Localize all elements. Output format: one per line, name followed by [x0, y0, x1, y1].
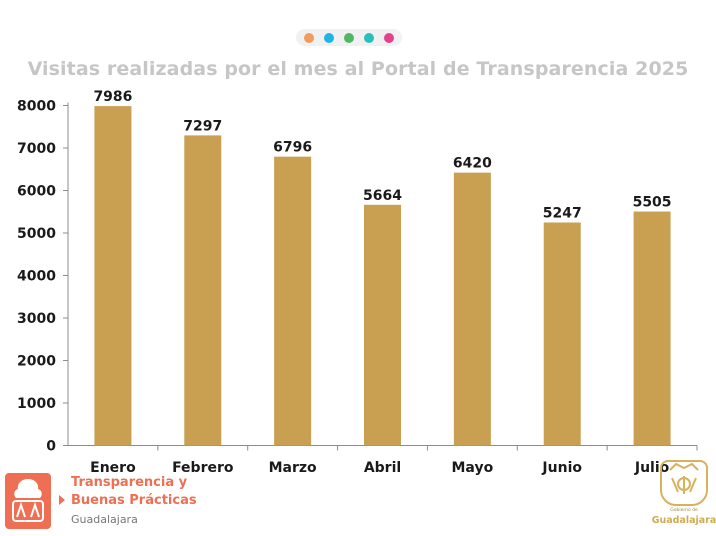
bar	[364, 204, 401, 446]
y-tick-label: 3000	[17, 311, 56, 327]
bar	[453, 172, 491, 446]
color-dots-decoration	[296, 29, 402, 46]
bar	[543, 222, 581, 446]
y-tick-label: 1000	[17, 396, 56, 412]
bar	[184, 135, 222, 446]
chart-title: Visitas realizadas por el mes al Portal …	[27, 58, 689, 80]
transparencia-brand: Transparencia y Buenas Prácticas Guadala…	[5, 473, 245, 531]
data-label: 7986	[93, 89, 132, 105]
seal-name-text: Guadalajara	[651, 515, 716, 526]
y-tick-label: 8000	[17, 99, 56, 115]
dot-pink	[384, 32, 394, 43]
gobierno-guadalajara-seal: Gobierno de Guadalajara	[652, 460, 716, 530]
y-tick-label: 7000	[17, 141, 56, 157]
brand-arrow-icon	[59, 495, 65, 505]
dot-teal	[364, 32, 374, 43]
brand-line-2: Buenas Prácticas	[71, 493, 197, 508]
bar	[274, 156, 312, 446]
x-tick-label: Febrero	[172, 460, 234, 476]
seal-small-text: Gobierno de	[670, 508, 698, 513]
transparencia-logo-icon	[5, 473, 51, 529]
y-tick-label: 2000	[17, 354, 56, 370]
dot-green	[344, 32, 354, 43]
bar	[633, 211, 671, 446]
x-tick-label: Junio	[541, 460, 582, 476]
bar	[94, 106, 132, 446]
data-label: 5505	[633, 195, 672, 211]
coat-of-arms-icon	[660, 460, 708, 506]
data-label: 5247	[543, 206, 582, 222]
brand-subtitle: Guadalajara	[71, 513, 138, 526]
y-tick-label: 5000	[17, 226, 56, 242]
x-tick-label: Enero	[90, 460, 136, 476]
x-tick-label: Marzo	[269, 460, 317, 476]
brand-line-1: Transparencia y	[71, 475, 188, 490]
data-label: 6420	[453, 156, 492, 172]
y-tick-label: 4000	[17, 269, 56, 285]
y-tick-label: 0	[46, 439, 56, 455]
y-tick-label: 6000	[17, 184, 56, 200]
dot-orange	[304, 32, 314, 43]
dot-blue	[324, 32, 334, 43]
x-tick-label: Mayo	[452, 460, 494, 476]
data-label: 6796	[273, 140, 312, 156]
x-tick-label: Abril	[364, 460, 401, 476]
data-label: 7297	[183, 118, 222, 134]
data-label: 5664	[363, 188, 402, 204]
